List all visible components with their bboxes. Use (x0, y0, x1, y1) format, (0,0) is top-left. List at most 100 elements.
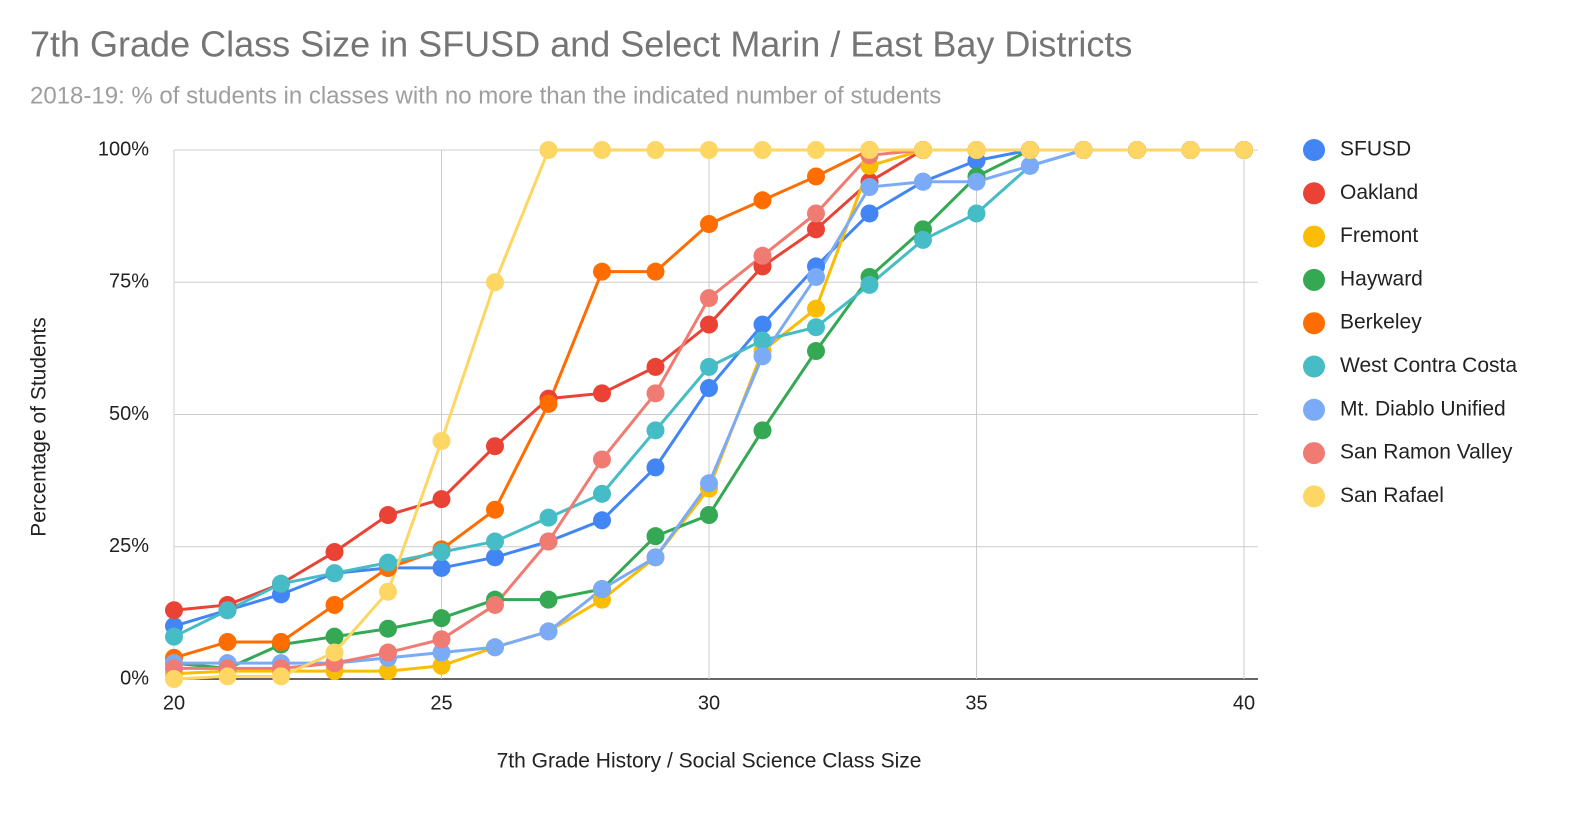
data-point (807, 342, 825, 361)
legend-label: Mt. Diablo Unified (1340, 397, 1506, 420)
legend-marker (1303, 268, 1325, 291)
data-point (165, 627, 183, 646)
data-point (218, 632, 237, 651)
data-point (860, 204, 879, 223)
y-tick-label: 0% (120, 667, 149, 689)
legend-marker (1303, 139, 1325, 161)
data-point (272, 574, 290, 593)
data-point (646, 262, 665, 281)
data-point (807, 318, 825, 337)
legend-label: Oakland (1340, 181, 1418, 204)
data-point (486, 500, 504, 519)
data-point (646, 384, 665, 403)
x-tick-label: 25 (430, 692, 452, 714)
x-axis-label: 7th Grade History / Social Science Class… (497, 750, 922, 773)
legend-marker (1303, 312, 1325, 335)
legend-marker (1303, 442, 1325, 465)
data-point (325, 543, 344, 562)
data-point (379, 506, 397, 525)
data-point (486, 595, 504, 614)
y-tick-label: 25% (109, 535, 149, 557)
data-point (860, 275, 879, 294)
data-point (807, 220, 825, 239)
data-point (646, 458, 665, 477)
data-point (379, 662, 397, 681)
data-point (967, 141, 986, 159)
data-point (700, 506, 718, 525)
data-point (753, 191, 772, 210)
data-point (700, 357, 718, 376)
data-point (807, 267, 825, 286)
data-point (325, 564, 344, 583)
data-point (539, 394, 558, 413)
data-point (646, 421, 665, 440)
data-point (646, 141, 665, 159)
data-point (539, 508, 558, 527)
data-point (807, 204, 825, 223)
legend-marker (1303, 398, 1325, 421)
data-point (593, 262, 611, 281)
legend-label: Fremont (1340, 224, 1418, 247)
data-point (700, 379, 718, 398)
chart-subtitle: 2018-19: % of students in classes with n… (30, 82, 941, 109)
data-point (700, 315, 718, 334)
data-point (272, 667, 290, 686)
data-point (325, 627, 344, 646)
y-tick-label: 100% (98, 138, 149, 160)
data-point (593, 384, 611, 403)
data-point (486, 532, 504, 551)
data-point (432, 431, 451, 450)
data-point (379, 582, 397, 601)
data-point (165, 601, 183, 620)
data-point (432, 630, 451, 649)
data-point (1021, 141, 1039, 159)
data-point (700, 474, 718, 493)
data-point (700, 215, 718, 234)
data-point (593, 580, 611, 599)
chart-title: 7th Grade Class Size in SFUSD and Select… (30, 24, 1132, 65)
data-point (593, 484, 611, 503)
data-point (432, 656, 451, 675)
data-point (807, 141, 825, 159)
data-point (593, 141, 611, 159)
legend-label: Hayward (1340, 267, 1423, 290)
data-point (646, 527, 665, 546)
data-point (218, 667, 237, 686)
data-point (539, 590, 558, 609)
legend-label: West Contra Costa (1340, 354, 1517, 377)
data-point (165, 670, 183, 688)
data-point (700, 141, 718, 159)
data-point (218, 601, 237, 620)
data-point (646, 548, 665, 567)
data-point (432, 543, 451, 562)
y-axis-label: Percentage of Students (28, 317, 51, 537)
data-point (753, 421, 772, 440)
data-point (807, 299, 825, 318)
legend-label: San Rafael (1340, 484, 1444, 507)
x-tick-label: 40 (1233, 692, 1255, 714)
legend-label: SFUSD (1340, 138, 1411, 161)
data-point (914, 230, 932, 249)
data-point (486, 638, 504, 657)
data-point (486, 273, 504, 292)
legend-label: Berkeley (1340, 311, 1422, 334)
data-point (753, 141, 772, 159)
x-tick-label: 20 (163, 692, 185, 714)
x-tick-label: 35 (965, 692, 987, 714)
data-point (539, 622, 558, 641)
data-point (860, 141, 879, 159)
data-point (432, 643, 451, 662)
data-point (914, 141, 932, 159)
data-point (1021, 156, 1039, 175)
data-point (325, 595, 344, 614)
data-point (379, 619, 397, 638)
x-tick-label: 30 (698, 692, 720, 714)
data-point (753, 331, 772, 350)
data-point (272, 632, 290, 651)
data-point (967, 172, 986, 191)
data-point (379, 553, 397, 572)
legend-marker (1303, 182, 1325, 205)
data-point (1235, 141, 1253, 159)
legend-marker (1303, 355, 1325, 378)
